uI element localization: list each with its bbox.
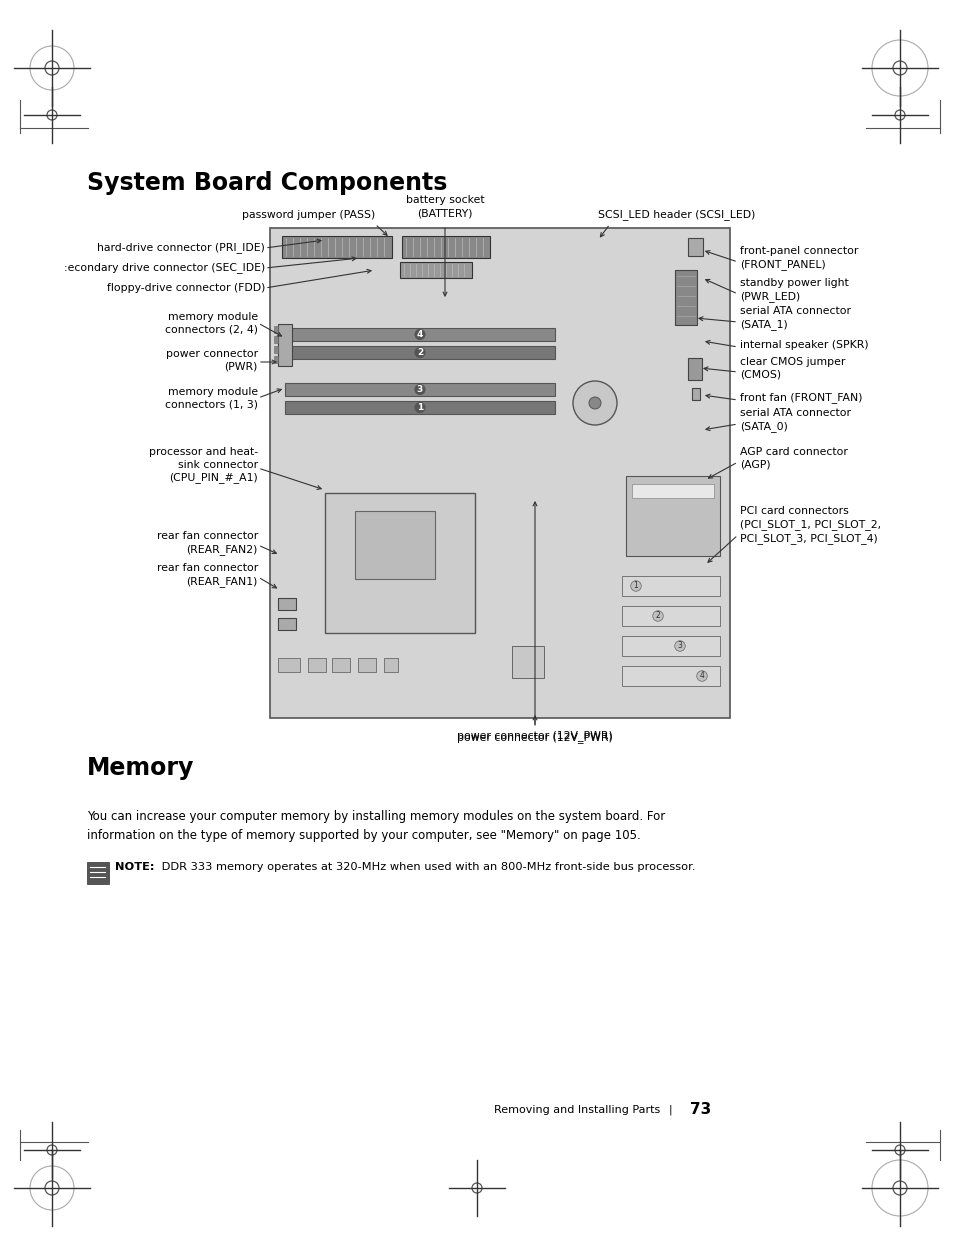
- Text: rear fan connector
(REAR_FAN1): rear fan connector (REAR_FAN1): [156, 563, 257, 587]
- Text: memory module
connectors (2, 4): memory module connectors (2, 4): [165, 311, 257, 335]
- Bar: [399, 262, 472, 278]
- Text: power connector (12V_PWR): power connector (12V_PWR): [456, 730, 612, 741]
- Bar: [270, 228, 729, 718]
- Bar: [355, 511, 435, 579]
- Bar: [675, 270, 697, 325]
- Bar: [621, 636, 720, 656]
- Circle shape: [573, 382, 617, 425]
- Bar: [621, 606, 720, 626]
- Bar: [274, 326, 277, 333]
- Text: front fan (FRONT_FAN): front fan (FRONT_FAN): [740, 393, 862, 404]
- Bar: [325, 493, 475, 634]
- Text: processor and heat-
sink connector
(CPU_PIN_#_A1): processor and heat- sink connector (CPU_…: [149, 447, 257, 483]
- Bar: [285, 383, 555, 396]
- Text: clear CMOS jumper
(CMOS): clear CMOS jumper (CMOS): [740, 357, 844, 379]
- Text: serial ATA connector
(SATA_0): serial ATA connector (SATA_0): [740, 408, 850, 432]
- Circle shape: [588, 396, 600, 409]
- Bar: [277, 324, 292, 366]
- Text: battery socket
(BATTERY): battery socket (BATTERY): [405, 195, 484, 219]
- Text: serial ATA connector
(SATA_1): serial ATA connector (SATA_1): [740, 306, 850, 330]
- Text: standby power light
(PWR_LED): standby power light (PWR_LED): [740, 278, 848, 301]
- Text: power connector
(PWR): power connector (PWR): [166, 348, 257, 372]
- Text: memory module
connectors (1, 3): memory module connectors (1, 3): [165, 387, 257, 409]
- Text: 4: 4: [699, 672, 703, 680]
- Text: front-panel connector
(FRONT_PANEL): front-panel connector (FRONT_PANEL): [740, 246, 858, 270]
- Text: rear fan connector
(REAR_FAN2): rear fan connector (REAR_FAN2): [156, 531, 257, 555]
- Bar: [285, 401, 555, 414]
- Bar: [691, 388, 700, 400]
- Text: 3: 3: [677, 641, 681, 651]
- Text: floppy-drive connector (FDD): floppy-drive connector (FDD): [107, 283, 265, 293]
- Text: 2: 2: [416, 348, 423, 357]
- Text: 3: 3: [416, 385, 423, 394]
- Bar: [285, 329, 555, 341]
- Bar: [87, 862, 109, 884]
- Text: 73: 73: [689, 1103, 711, 1118]
- Text: 1: 1: [416, 403, 423, 412]
- Text: Removing and Installing Parts: Removing and Installing Parts: [494, 1105, 659, 1115]
- Text: AGP card connector
(AGP): AGP card connector (AGP): [740, 447, 847, 469]
- Text: hard-drive connector (PRI_IDE): hard-drive connector (PRI_IDE): [97, 242, 265, 253]
- Bar: [277, 618, 295, 630]
- Text: :econdary drive connector (SEC_IDE): :econdary drive connector (SEC_IDE): [64, 263, 265, 273]
- Text: DDR 333 memory operates at 320-MHz when used with an 800-MHz front-side bus proc: DDR 333 memory operates at 320-MHz when …: [158, 862, 695, 872]
- Text: power connector (12V_PWR): power connector (12V_PWR): [456, 732, 612, 743]
- Bar: [357, 658, 375, 672]
- Text: System Board Components: System Board Components: [87, 170, 447, 195]
- Text: NOTE:: NOTE:: [115, 862, 154, 872]
- Text: |: |: [667, 1105, 671, 1115]
- Bar: [277, 658, 299, 672]
- Text: Memory: Memory: [87, 756, 194, 781]
- Bar: [384, 658, 397, 672]
- Bar: [282, 236, 392, 258]
- Text: password jumper (PASS): password jumper (PASS): [241, 210, 375, 220]
- Bar: [274, 356, 277, 363]
- Bar: [625, 475, 720, 556]
- Text: PCI card connectors
(PCI_SLOT_1, PCI_SLOT_2,
PCI_SLOT_3, PCI_SLOT_4): PCI card connectors (PCI_SLOT_1, PCI_SLO…: [740, 506, 881, 543]
- Bar: [277, 598, 295, 610]
- Text: SCSI_LED header (SCSI_LED): SCSI_LED header (SCSI_LED): [598, 209, 755, 220]
- Bar: [621, 576, 720, 597]
- Bar: [274, 346, 277, 353]
- Bar: [401, 236, 490, 258]
- Bar: [687, 238, 702, 256]
- Bar: [621, 666, 720, 685]
- Bar: [687, 358, 701, 380]
- Bar: [285, 346, 555, 359]
- Text: 1: 1: [633, 582, 638, 590]
- Bar: [308, 658, 326, 672]
- Text: 2: 2: [655, 611, 659, 620]
- Bar: [274, 336, 277, 343]
- Text: 4: 4: [416, 330, 423, 338]
- Bar: [512, 646, 543, 678]
- Bar: [332, 658, 350, 672]
- Text: You can increase your computer memory by installing memory modules on the system: You can increase your computer memory by…: [87, 810, 664, 841]
- Bar: [631, 484, 713, 498]
- Text: internal speaker (SPKR): internal speaker (SPKR): [740, 340, 868, 350]
